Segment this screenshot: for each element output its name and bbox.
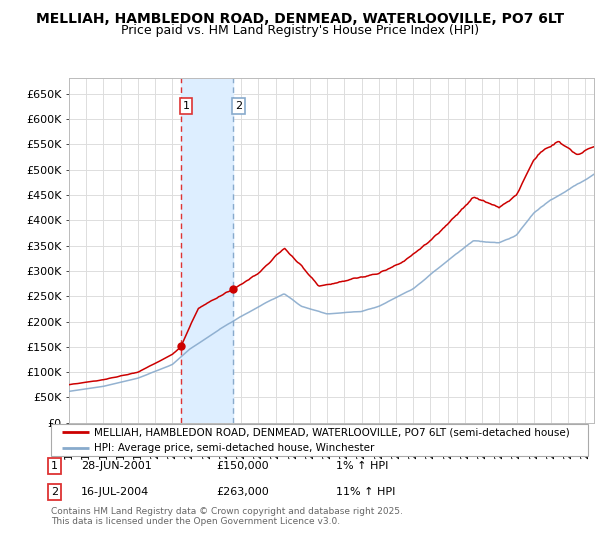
Text: MELLIAH, HAMBLEDON ROAD, DENMEAD, WATERLOOVILLE, PO7 6LT: MELLIAH, HAMBLEDON ROAD, DENMEAD, WATERL… [36, 12, 564, 26]
Text: 28-JUN-2001: 28-JUN-2001 [81, 461, 152, 471]
Text: 16-JUL-2004: 16-JUL-2004 [81, 487, 149, 497]
Text: HPI: Average price, semi-detached house, Winchester: HPI: Average price, semi-detached house,… [94, 444, 374, 453]
Text: Price paid vs. HM Land Registry's House Price Index (HPI): Price paid vs. HM Land Registry's House … [121, 24, 479, 36]
Bar [181, 78, 233, 423]
Text: 1% ↑ HPI: 1% ↑ HPI [336, 461, 388, 471]
Text: Contains HM Land Registry data © Crown copyright and database right 2025.
This d: Contains HM Land Registry data © Crown c… [51, 507, 403, 526]
Text: 1: 1 [182, 101, 190, 111]
Text: MELLIAH, HAMBLEDON ROAD, DENMEAD, WATERLOOVILLE, PO7 6LT (semi-detached house): MELLIAH, HAMBLEDON ROAD, DENMEAD, WATERL… [94, 427, 570, 437]
Text: 11% ↑ HPI: 11% ↑ HPI [336, 487, 395, 497]
Text: 2: 2 [235, 101, 242, 111]
FancyBboxPatch shape [51, 424, 588, 456]
Text: 1: 1 [51, 461, 58, 471]
Text: 2: 2 [51, 487, 58, 497]
Text: £263,000: £263,000 [216, 487, 269, 497]
Text: £150,000: £150,000 [216, 461, 269, 471]
